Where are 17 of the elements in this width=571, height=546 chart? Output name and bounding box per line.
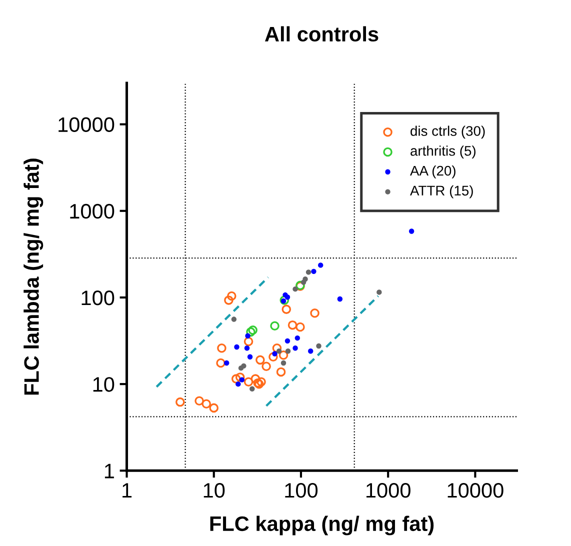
y-tick-label: 1000 (70, 204, 114, 219)
y-tick-label: 1 (104, 464, 114, 478)
legend-label: AA (20) (410, 165, 456, 178)
x-tick-label: 1000 (366, 483, 410, 498)
legend-label: dis ctrls (30) (410, 126, 485, 139)
chart-title: All controls (264, 26, 378, 42)
y-tick-label: 10 (93, 377, 114, 392)
x-tick-label: 10 (204, 483, 225, 498)
x-tick-label: 1 (122, 483, 132, 498)
legend-label: ATTR (15) (410, 185, 473, 198)
x-tick-label: 10000 (448, 483, 504, 498)
y-tick-label: 10000 (58, 117, 114, 132)
x-axis-title: FLC kappa (ng/ mg fat) (210, 516, 434, 536)
y-axis-title: FLC lambda (ng/ mg fat) (24, 158, 44, 395)
legend-label: arthritis (5) (410, 146, 476, 159)
x-tick-label: 100 (285, 483, 318, 498)
y-tick-label: 100 (82, 290, 114, 306)
